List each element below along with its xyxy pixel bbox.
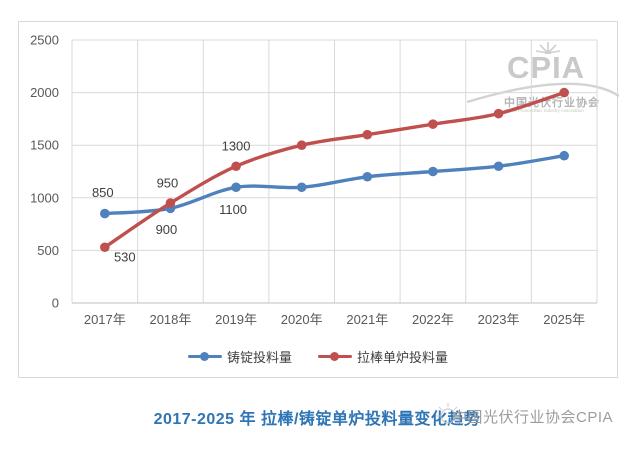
logo-acronym: CPIA [507,50,586,85]
chart-area: CPIA 中国光伏行业协会 China Photovoltaic Industr… [18,21,619,378]
sun-icon [436,403,460,424]
y-axis-tick-label: 1000 [30,190,59,205]
data-point-marker [559,150,569,161]
x-axis-tick-label: 2017年 [84,312,126,327]
data-point-marker [100,208,110,219]
data-point-label: 1100 [219,202,247,217]
y-axis-tick-label: 2000 [30,85,59,100]
data-point-marker [296,140,307,150]
data-point-label: 950 [157,176,179,191]
data-point-marker [231,182,241,193]
chart-caption: 2017-2025 年 拉棒/铸锭单炉投料量变化趋势 [153,411,481,428]
legend: 铸锭投料量 拉棒单炉投料量 [19,347,617,366]
y-axis-tick-label: 0 [52,296,59,311]
data-point-marker [165,198,176,208]
data-point-label: 530 [114,250,136,265]
legend-line-marker [187,352,222,361]
data-point-marker [428,166,438,177]
data-point-marker [493,161,504,172]
data-point-marker [559,87,569,98]
series-line-1 [103,154,566,216]
logo-arc [466,82,619,104]
legend-item: 拉棒单炉投料量 [318,347,448,366]
series-line-2 [103,90,566,249]
data-point-marker [231,161,241,172]
y-axis-tick-label: 500 [37,243,59,258]
x-axis-tick-label: 2018年 [149,312,191,327]
data-point-marker [428,119,438,129]
footer-watermark: 中国光伏行业协会CPIA [452,409,614,426]
x-axis-tick-label: 2023年 [478,312,520,327]
x-axis-tick-label: 2021年 [346,312,388,327]
legend-label: 拉棒单炉投料量 [357,350,449,365]
legend-label: 铸锭投料量 [226,350,292,365]
data-point-label: 900 [156,222,178,237]
data-point-marker [296,182,307,193]
x-axis-tick-label: 2022年 [412,312,454,327]
data-point-marker [362,129,373,140]
data-point-marker [100,242,110,253]
y-axis-tick-label: 2500 [30,33,59,48]
legend-line-marker [318,352,352,361]
logo-name-en: China Photovoltaic Industry Association [505,108,584,113]
x-axis-tick-label: 2019年 [215,312,257,327]
data-point-marker [493,108,504,119]
y-axis-tick-label: 1500 [30,138,59,153]
data-point-label: 850 [92,185,114,200]
x-axis-tick-label: 2025年 [543,312,585,327]
plot-svg: 0 500 1000 1500 2000 2500 2017年 2018年 2019年 2020年… [30,33,598,327]
sun-icon [535,42,561,54]
x-axis-tick-label: 2020年 [281,312,323,327]
legend-item: 铸锭投料量 [187,347,292,366]
data-point-label: 1300 [222,139,251,154]
data-point-marker [362,171,373,182]
